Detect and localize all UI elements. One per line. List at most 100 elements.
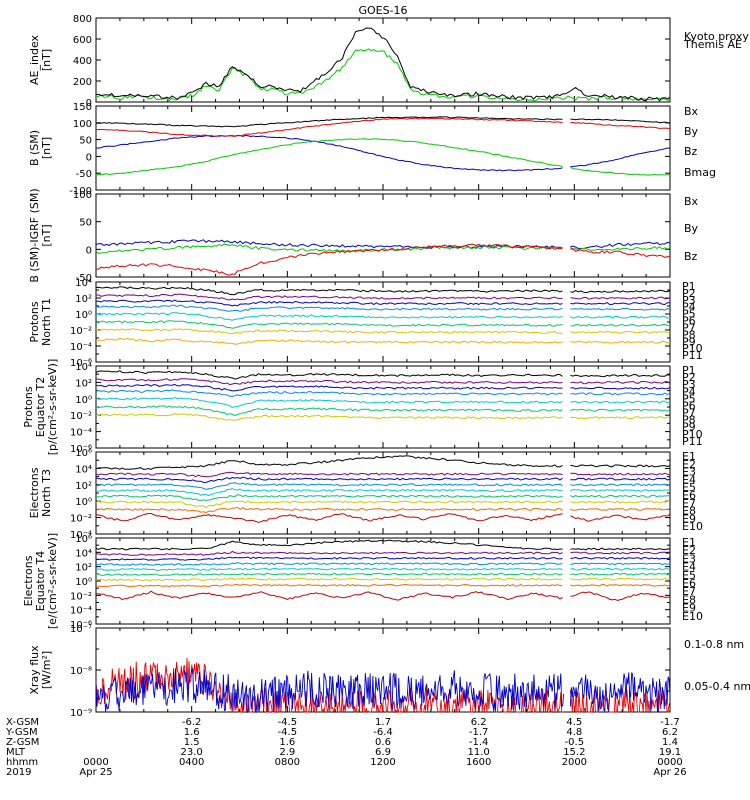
legend-entry: P4 <box>682 385 696 398</box>
legend-entry: P4 <box>682 301 696 314</box>
panel-2: 150 100 50 0 -50 -100 B (SM)[nT] Bx By Bz Bmag <box>28 102 716 197</box>
y-tick-label: 10² <box>75 378 92 389</box>
legend-entry: E6 <box>682 489 696 502</box>
series-line-by <box>95 138 671 176</box>
legend-entry: P1 <box>682 280 696 293</box>
y-axis-label-line: Electrons <box>22 555 35 606</box>
y-axis-label: AE_index[nT] <box>28 34 53 85</box>
y-tick-label: 10⁻⁹ <box>70 708 92 719</box>
legend-entry: P8 <box>682 328 696 341</box>
series-line-by <box>95 243 671 254</box>
y-axis-label-line: B (SM)-IGRF (SM) <box>28 188 41 282</box>
x-axis-value: 19.1 <box>659 747 681 758</box>
y-tick-label: 10⁻⁷ <box>70 624 92 635</box>
legend-entry: E5 <box>682 569 696 582</box>
legend-entry: P9 <box>682 421 696 434</box>
panel-3: 100 50 0 -50 B (SM)-IGRF (SM)[nT] Bx By Bz <box>28 188 699 284</box>
series-line-e1 <box>95 539 671 551</box>
x-axis-value: -6.4 <box>373 727 393 738</box>
series-line-e2 <box>95 550 671 556</box>
y-axis-label-line: [p/(cm²-s-sr-keV)] <box>46 359 59 456</box>
series-line-e1 <box>95 455 671 470</box>
y-tick-label: 10⁻⁶ <box>70 358 92 369</box>
x-axis-value: 1.6 <box>279 737 295 748</box>
legend-entry: P3 <box>682 294 696 307</box>
x-axis-value: 6.2 <box>662 727 678 738</box>
y-axis-label-line: [nT] <box>40 49 53 71</box>
y-tick-label: 10⁻⁶ <box>70 444 92 455</box>
x-axis-value: Apr 26 <box>653 767 686 778</box>
legend-entry: Kyoto proxy AE <box>684 30 750 43</box>
legend-entry: 0.05-0.4 nm <box>684 680 750 693</box>
legend-entry: P10 <box>682 342 703 355</box>
y-tick-label: 10⁶ <box>75 534 92 545</box>
series-line-e5 <box>95 567 671 571</box>
panel-5: 10⁴ 10² 10⁰ 10⁻² 10⁻⁴ 10⁻⁶ ProtonsEquator T2[p… <box>22 359 703 456</box>
y-axis-label: B (SM)[nT] <box>28 130 53 166</box>
legend-entry: E4 <box>682 561 696 574</box>
legend-entry: P11 <box>682 435 703 448</box>
y-tick-label: 400 <box>73 56 92 67</box>
series-line-p1 <box>95 370 671 380</box>
y-axis-label-line: [e/(cm²-s-sr-keV)] <box>46 533 59 629</box>
x-axis-row-label: Z-GSM <box>6 737 39 748</box>
legend-entry: P5 <box>682 392 696 405</box>
y-tick-label: 0 <box>86 245 92 256</box>
y-tick-label: 10⁻⁴ <box>70 428 92 439</box>
y-tick-label: 10⁻⁴ <box>70 530 92 541</box>
series-line-e8 <box>95 506 671 514</box>
legend-entry: By <box>684 125 699 138</box>
y-axis-label-line: Equator T2 <box>34 377 47 437</box>
x-axis-row-label: X-GSM <box>6 717 39 728</box>
legend-entry: P8 <box>682 414 696 427</box>
panel-frame <box>95 17 671 103</box>
series-line-e7 <box>95 500 670 509</box>
x-axis-value: 1200 <box>370 757 395 768</box>
legend-entry: P2 <box>682 371 696 384</box>
legend-entry: E3 <box>682 552 696 565</box>
legend-entry: Bz <box>684 250 698 263</box>
series-line-bmag <box>95 116 671 128</box>
y-tick-label: 50 <box>79 136 92 147</box>
series-line-themis-ae <box>95 27 671 102</box>
panel-4: 10⁴ 10² 10⁰ 10⁻² 10⁻⁴ 10⁻⁶ ProtonsNorth T1 P1P2… <box>28 278 703 369</box>
series-line-e6 <box>96 572 671 576</box>
legend-entry: P6 <box>682 399 696 412</box>
x-axis-value: 2.9 <box>279 747 295 758</box>
series-line-p7 <box>95 328 671 335</box>
y-tick-label: 800 <box>73 14 92 25</box>
x-axis-value: 0400 <box>179 757 204 768</box>
x-axis-value: 0000 <box>83 757 108 768</box>
series-line-p2 <box>95 378 671 386</box>
y-axis-label: ElectronsEquator T4[e/(cm²-s-sr-keV)] <box>22 533 59 629</box>
y-tick-label: -50 <box>76 273 92 284</box>
x-axis-value: -6.2 <box>182 717 202 728</box>
x-axis-value: 1.6 <box>184 727 200 738</box>
plot-title: GOES-16 <box>358 4 407 17</box>
x-axis-value: 23.0 <box>181 747 203 758</box>
legend-entry: E2 <box>682 458 696 471</box>
legend-entry: Bz <box>684 145 698 158</box>
legend-entry: E8 <box>682 593 696 606</box>
legend-entry: E6 <box>682 577 696 590</box>
series-line-bx <box>95 134 671 172</box>
series-line-p6 <box>95 320 671 329</box>
y-axis-label: ProtonsNorth T1 <box>28 298 53 346</box>
x-axis-row-label: MLT <box>6 747 26 758</box>
series-line-p8 <box>95 337 671 345</box>
legend-entry: E4 <box>682 473 696 486</box>
x-axis-value: -1.7 <box>660 717 680 728</box>
legend-entry: P11 <box>682 349 703 362</box>
y-axis-label-line: [nT] <box>40 224 53 246</box>
y-axis-label-line: Equator T4 <box>34 551 47 611</box>
y-tick-label: 200 <box>73 77 92 88</box>
y-axis-label-line: [W/m²] <box>40 651 53 689</box>
y-axis-label-line: Electrons <box>28 467 41 518</box>
legend-entry: E7 <box>682 497 696 510</box>
legend-entry: P5 <box>682 308 696 321</box>
series-line-p3 <box>95 383 671 392</box>
y-axis-label-line: Protons <box>22 386 35 427</box>
legend-entry: E9 <box>682 512 696 525</box>
